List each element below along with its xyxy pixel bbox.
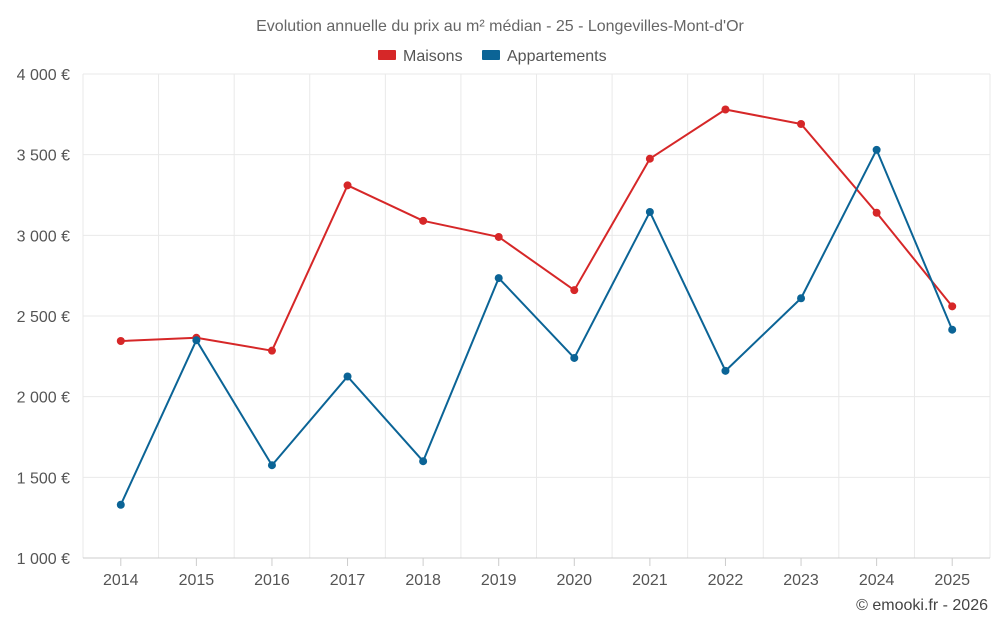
data-point-maisons[interactable] — [872, 208, 881, 217]
credit-text: © emooki.fr - 2026 — [856, 597, 988, 614]
data-point-maisons[interactable] — [494, 232, 503, 241]
data-point-appartements[interactable] — [797, 294, 806, 303]
data-point-appartements[interactable] — [267, 461, 276, 470]
x-tick-label: 2015 — [179, 572, 215, 589]
x-tick-label: 2022 — [708, 572, 744, 589]
data-point-maisons[interactable] — [797, 120, 806, 129]
x-tick-label: 2014 — [103, 572, 139, 589]
data-point-appartements[interactable] — [872, 145, 881, 154]
data-point-appartements[interactable] — [192, 336, 201, 345]
data-point-appartements[interactable] — [343, 372, 352, 381]
x-tick-label: 2023 — [783, 572, 819, 589]
axes: 1 000 € 1 500 € 2 000 € 2 500 € 3 000 € 3 500… — [17, 67, 990, 589]
legend: Maisons Appartements — [378, 48, 607, 65]
x-tick-label: 2018 — [405, 572, 441, 589]
x-tick-label: 2016 — [254, 572, 290, 589]
grid — [82, 73, 991, 558]
data-point-maisons[interactable] — [948, 302, 957, 311]
data-point-appartements[interactable] — [419, 457, 428, 466]
legend-label-maisons: Maisons — [403, 48, 463, 65]
data-point-maisons[interactable] — [419, 216, 428, 225]
x-tick-label: 2019 — [481, 572, 517, 589]
series-line-maisons — [119, 108, 954, 352]
y-tick-label: 4 000 € — [17, 67, 70, 84]
legend-item-maisons[interactable]: Maisons — [378, 48, 463, 65]
data-point-maisons[interactable] — [721, 105, 730, 114]
x-tick-label: 2024 — [859, 572, 895, 589]
y-tick-label: 1 500 € — [17, 470, 70, 487]
legend-swatch-appartements — [482, 50, 500, 60]
y-tick-label: 3 000 € — [17, 228, 70, 245]
legend-label-appartements: Appartements — [507, 48, 607, 65]
x-tick-label: 2020 — [556, 572, 592, 589]
series-layer — [116, 105, 957, 509]
data-point-appartements[interactable] — [116, 500, 125, 509]
y-tick-label: 1 000 € — [17, 551, 70, 568]
data-point-maisons[interactable] — [267, 346, 276, 355]
legend-item-appartements[interactable]: Appartements — [482, 48, 607, 65]
x-tick-label: 2025 — [934, 572, 970, 589]
data-point-maisons[interactable] — [645, 154, 654, 163]
data-point-maisons[interactable] — [116, 337, 125, 346]
data-point-appartements[interactable] — [570, 353, 579, 362]
data-point-appartements[interactable] — [948, 325, 957, 334]
data-point-maisons[interactable] — [570, 286, 579, 295]
data-point-appartements[interactable] — [721, 366, 730, 375]
y-tick-label: 2 500 € — [17, 309, 70, 326]
chart-title: Evolution annuelle du prix au m² médian … — [256, 18, 744, 35]
data-point-appartements[interactable] — [645, 207, 654, 216]
data-point-appartements[interactable] — [494, 274, 503, 283]
x-tick-label: 2017 — [330, 572, 366, 589]
legend-swatch-maisons — [378, 50, 396, 60]
y-tick-label: 3 500 € — [17, 148, 70, 165]
data-point-maisons[interactable] — [343, 181, 352, 190]
x-tick-label: 2021 — [632, 572, 668, 589]
y-tick-label: 2 000 € — [17, 390, 70, 407]
series-line-appartements — [119, 148, 954, 506]
